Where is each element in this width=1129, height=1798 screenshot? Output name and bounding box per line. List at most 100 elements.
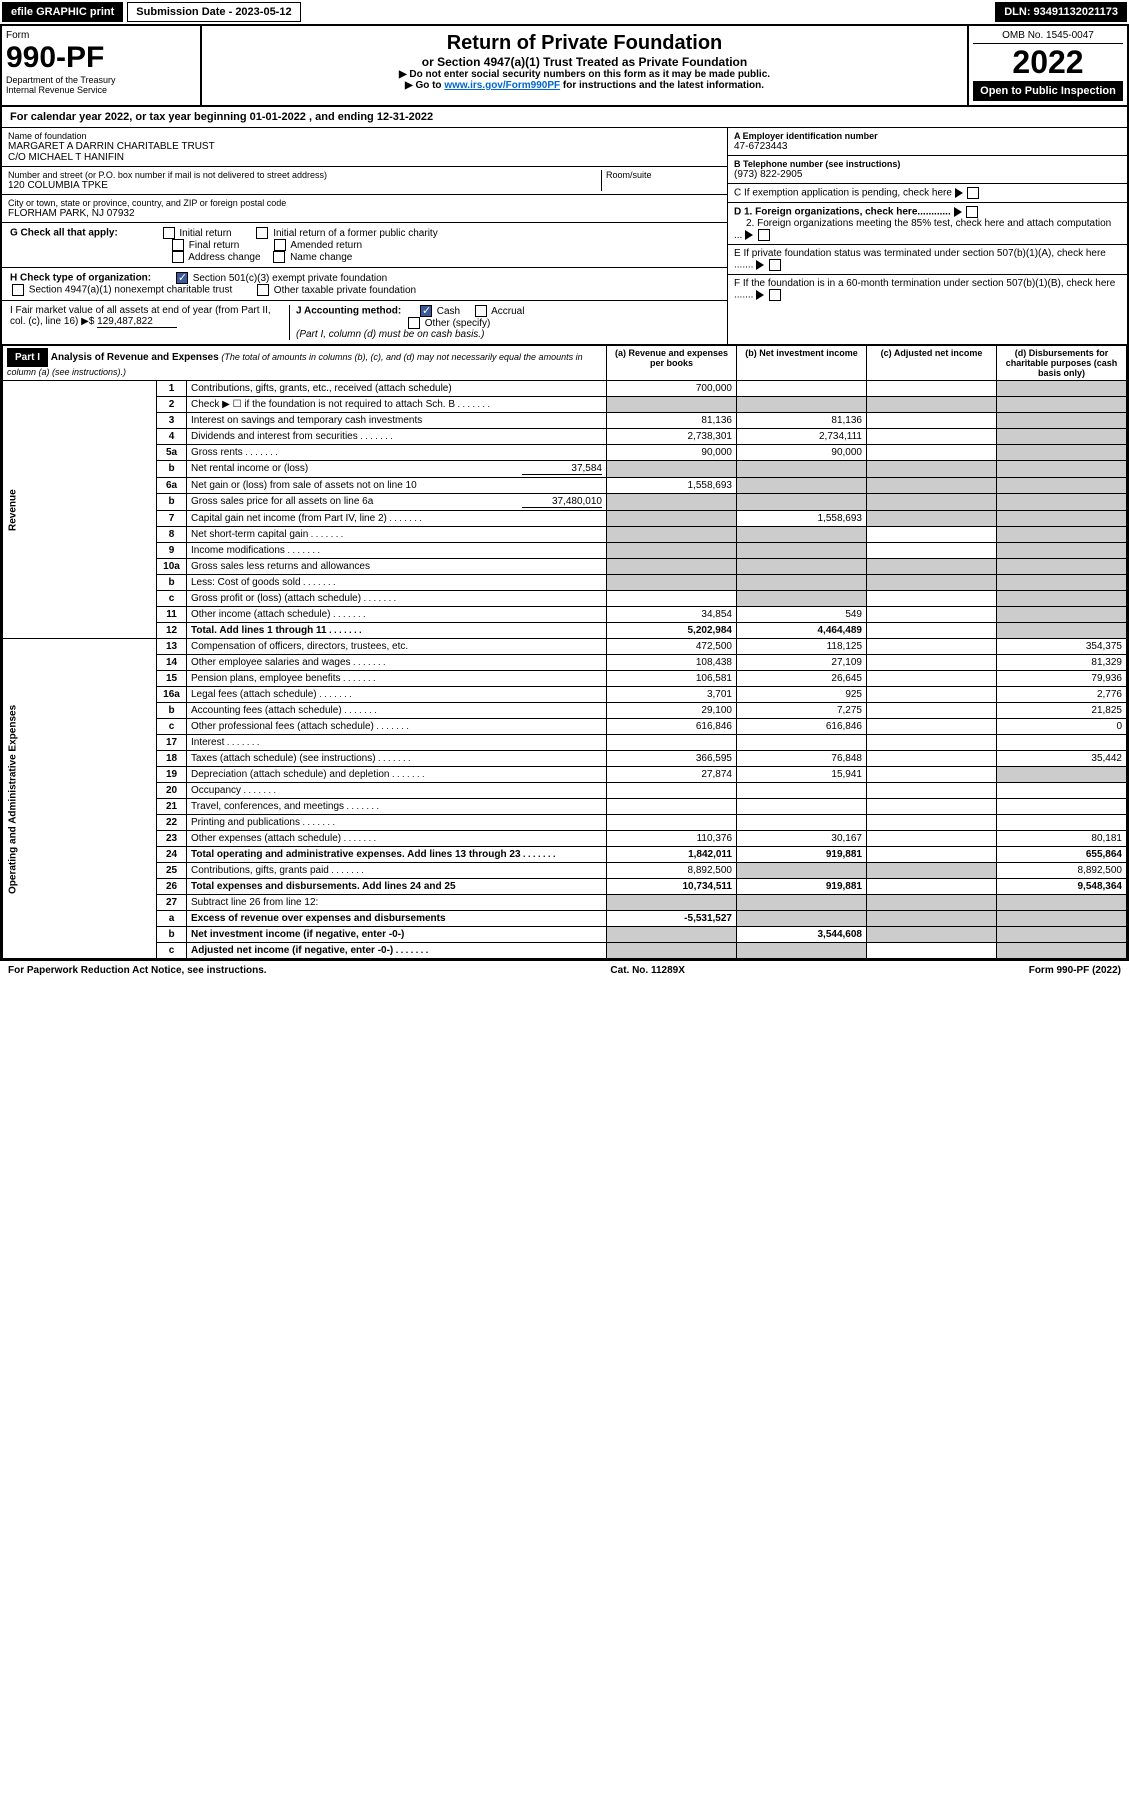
row-number: 22 [157, 815, 187, 831]
cell-a: 5,202,984 [607, 623, 737, 639]
row-description: Taxes (attach schedule) (see instruction… [187, 751, 607, 767]
row-number: 26 [157, 879, 187, 895]
instr2-pre: ▶ Go to [405, 80, 444, 91]
cell-a: 700,000 [607, 381, 737, 397]
part1-table: Part I Analysis of Revenue and Expenses … [2, 345, 1127, 959]
cell-d [997, 543, 1127, 559]
row-description: Travel, conferences, and meetings . . . … [187, 799, 607, 815]
checkbox-name-change[interactable] [273, 251, 285, 263]
row-description: Compensation of officers, directors, tru… [187, 639, 607, 655]
irs-link[interactable]: www.irs.gov/Form990PF [444, 80, 560, 91]
room-label: Room/suite [606, 170, 721, 180]
open-public-badge: Open to Public Inspection [973, 81, 1123, 101]
cell-b [737, 461, 867, 478]
row-number: 16a [157, 687, 187, 703]
info-grid: Name of foundation MARGARET A DARRIN CHA… [2, 128, 1127, 345]
cell-a [607, 543, 737, 559]
cell-c [867, 767, 997, 783]
cell-a [607, 799, 737, 815]
checkbox-4947[interactable] [12, 284, 24, 296]
calyear-mid: , and ending [306, 111, 377, 123]
cell-a: 1,558,693 [607, 478, 737, 494]
cell-c [867, 863, 997, 879]
cell-a: 29,100 [607, 703, 737, 719]
header-center: Return of Private Foundation or Section … [202, 26, 967, 105]
cell-d [997, 895, 1127, 911]
checkbox-cash[interactable] [420, 305, 432, 317]
table-row: 22Printing and publications . . . . . . … [3, 815, 1127, 831]
cell-d [997, 911, 1127, 927]
cell-a: 108,438 [607, 655, 737, 671]
checkbox-address-change[interactable] [172, 251, 184, 263]
dln: DLN: 93491132021173 [995, 2, 1127, 22]
cell-d [997, 445, 1127, 461]
checkbox-final-return[interactable] [172, 239, 184, 251]
row-number: 27 [157, 895, 187, 911]
checkbox-c[interactable] [967, 187, 979, 199]
opt-cash: Cash [437, 306, 460, 317]
row-number: b [157, 494, 187, 511]
checkbox-amended[interactable] [274, 239, 286, 251]
cell-c [867, 751, 997, 767]
footer-mid: Cat. No. 11289X [610, 965, 684, 976]
table-row: 20Occupancy . . . . . . . [3, 783, 1127, 799]
cell-c [867, 815, 997, 831]
page-footer: For Paperwork Reduction Act Notice, see … [0, 961, 1129, 980]
cell-a [607, 527, 737, 543]
cell-b: 90,000 [737, 445, 867, 461]
checkbox-other-method[interactable] [408, 317, 420, 329]
row-number: b [157, 703, 187, 719]
checkbox-501c3[interactable] [176, 272, 188, 284]
cell-c [867, 527, 997, 543]
table-row: bLess: Cost of goods sold . . . . . . . [3, 575, 1127, 591]
cell-c [867, 494, 997, 511]
checkbox-d2[interactable] [758, 229, 770, 241]
row-description: Contributions, gifts, grants, etc., rece… [187, 381, 607, 397]
table-row: cGross profit or (loss) (attach schedule… [3, 591, 1127, 607]
row-description: Net short-term capital gain . . . . . . … [187, 527, 607, 543]
calyear-pre: For calendar year 2022, or tax year begi… [10, 111, 250, 123]
table-row: Revenue1Contributions, gifts, grants, et… [3, 381, 1127, 397]
footer-right: Form 990-PF (2022) [1029, 965, 1121, 976]
checkbox-e[interactable] [769, 259, 781, 271]
row-description: Pension plans, employee benefits . . . .… [187, 671, 607, 687]
form-container: Form 990-PF Department of the Treasury I… [0, 24, 1129, 961]
ein-label: A Employer identification number [734, 131, 1121, 141]
cell-d [997, 511, 1127, 527]
box-f-text: F If the foundation is in a 60-month ter… [734, 278, 1115, 301]
city-value: FLORHAM PARK, NJ 07932 [8, 208, 721, 219]
cell-b: 81,136 [737, 413, 867, 429]
table-row: bNet investment income (if negative, ent… [3, 927, 1127, 943]
checkbox-accrual[interactable] [475, 305, 487, 317]
checkbox-initial-return[interactable] [163, 227, 175, 239]
cell-b [737, 863, 867, 879]
row-description: Occupancy . . . . . . . [187, 783, 607, 799]
row-description: Net investment income (if negative, ente… [187, 927, 607, 943]
cell-d: 81,329 [997, 655, 1127, 671]
opt-other-method: Other (specify) [425, 318, 491, 329]
cell-b [737, 397, 867, 413]
opt-accrual: Accrual [491, 306, 524, 317]
row-description: Gross rents . . . . . . . [187, 445, 607, 461]
cell-a [607, 494, 737, 511]
header-right: OMB No. 1545-0047 2022 Open to Public In… [967, 26, 1127, 105]
checkbox-other-taxable[interactable] [257, 284, 269, 296]
table-row: Operating and Administrative Expenses13C… [3, 639, 1127, 655]
checkbox-d1[interactable] [966, 206, 978, 218]
row-description: Contributions, gifts, grants paid . . . … [187, 863, 607, 879]
box-j-label: J Accounting method: [296, 306, 401, 317]
revenue-section-label: Revenue [3, 381, 157, 639]
checkbox-f[interactable] [769, 289, 781, 301]
table-row: 26Total expenses and disbursements. Add … [3, 879, 1127, 895]
opt-4947: Section 4947(a)(1) nonexempt charitable … [29, 285, 232, 296]
row-description: Interest on savings and temporary cash i… [187, 413, 607, 429]
cell-a: 90,000 [607, 445, 737, 461]
arrow-icon [745, 230, 753, 240]
table-row: 14Other employee salaries and wages . . … [3, 655, 1127, 671]
row-description: Other professional fees (attach schedule… [187, 719, 607, 735]
cell-d [997, 799, 1127, 815]
table-row: 5aGross rents . . . . . . .90,00090,000 [3, 445, 1127, 461]
efile-button[interactable]: efile GRAPHIC print [2, 2, 123, 22]
phone-value: (973) 822-2905 [734, 169, 1121, 180]
checkbox-initial-public[interactable] [256, 227, 268, 239]
